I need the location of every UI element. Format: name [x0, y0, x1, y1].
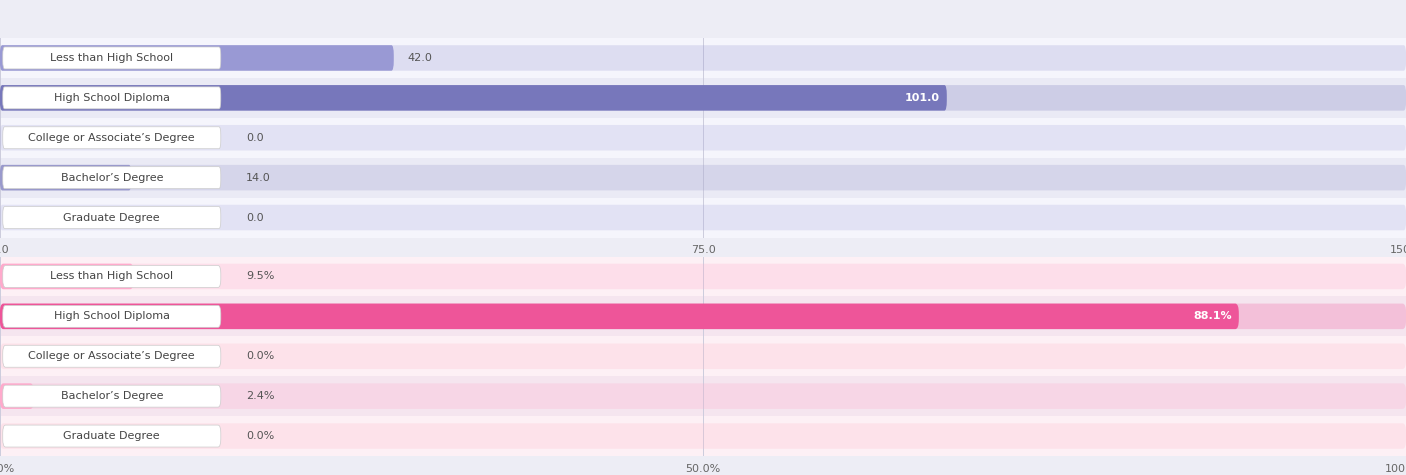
Text: Less than High School: Less than High School	[51, 271, 173, 282]
Bar	[0, 78, 1406, 118]
FancyBboxPatch shape	[0, 45, 394, 71]
Bar	[0, 416, 1406, 456]
Bar	[0, 198, 1406, 238]
FancyBboxPatch shape	[0, 304, 1239, 329]
Text: Less than High School: Less than High School	[51, 53, 173, 63]
Text: College or Associate’s Degree: College or Associate’s Degree	[28, 351, 195, 361]
Text: Graduate Degree: Graduate Degree	[63, 212, 160, 223]
Bar	[0, 38, 1406, 78]
FancyBboxPatch shape	[0, 85, 946, 111]
FancyBboxPatch shape	[0, 45, 1406, 71]
Text: College or Associate’s Degree: College or Associate’s Degree	[28, 133, 195, 143]
FancyBboxPatch shape	[3, 425, 221, 447]
Text: 101.0: 101.0	[904, 93, 939, 103]
FancyBboxPatch shape	[3, 127, 221, 149]
Text: 0.0%: 0.0%	[246, 351, 274, 361]
FancyBboxPatch shape	[3, 345, 221, 367]
Bar	[0, 336, 1406, 376]
FancyBboxPatch shape	[0, 304, 1406, 329]
Text: 88.1%: 88.1%	[1194, 311, 1232, 322]
FancyBboxPatch shape	[0, 165, 1406, 190]
Text: Bachelor’s Degree: Bachelor’s Degree	[60, 391, 163, 401]
FancyBboxPatch shape	[0, 383, 1406, 409]
FancyBboxPatch shape	[3, 47, 221, 69]
Text: 0.0: 0.0	[246, 133, 264, 143]
FancyBboxPatch shape	[0, 343, 1406, 369]
Text: 2.4%: 2.4%	[246, 391, 274, 401]
Text: 0.0%: 0.0%	[246, 431, 274, 441]
Bar	[0, 158, 1406, 198]
Text: High School Diploma: High School Diploma	[53, 93, 170, 103]
Text: 0.0: 0.0	[246, 212, 264, 223]
Bar	[0, 376, 1406, 416]
FancyBboxPatch shape	[0, 264, 134, 289]
FancyBboxPatch shape	[3, 87, 221, 109]
FancyBboxPatch shape	[0, 205, 1406, 230]
Text: 14.0: 14.0	[246, 172, 271, 183]
Bar	[0, 296, 1406, 336]
FancyBboxPatch shape	[0, 264, 1406, 289]
FancyBboxPatch shape	[0, 85, 1406, 111]
FancyBboxPatch shape	[3, 167, 221, 189]
Text: High School Diploma: High School Diploma	[53, 311, 170, 322]
FancyBboxPatch shape	[3, 207, 221, 228]
FancyBboxPatch shape	[0, 165, 131, 190]
FancyBboxPatch shape	[3, 266, 221, 287]
Text: Bachelor’s Degree: Bachelor’s Degree	[60, 172, 163, 183]
FancyBboxPatch shape	[0, 383, 34, 409]
Text: Graduate Degree: Graduate Degree	[63, 431, 160, 441]
Bar	[0, 256, 1406, 296]
FancyBboxPatch shape	[3, 305, 221, 327]
FancyBboxPatch shape	[0, 125, 1406, 151]
Text: 9.5%: 9.5%	[246, 271, 274, 282]
Text: 42.0: 42.0	[408, 53, 433, 63]
FancyBboxPatch shape	[0, 423, 1406, 449]
FancyBboxPatch shape	[3, 385, 221, 407]
Bar	[0, 118, 1406, 158]
